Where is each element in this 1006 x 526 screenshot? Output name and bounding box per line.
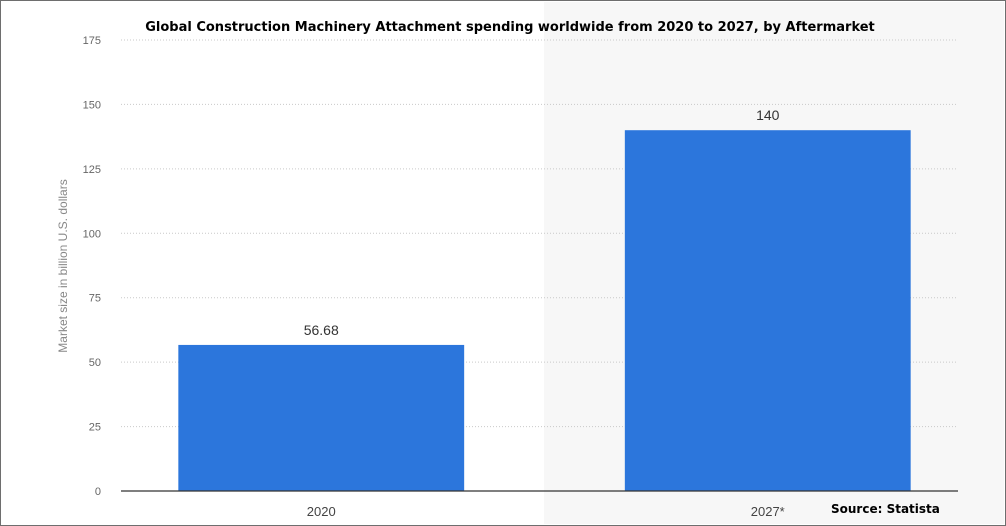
y-tick-label: 75 [89, 293, 101, 305]
data-label: 56.68 [304, 322, 339, 338]
y-tick-label: 150 [83, 99, 101, 111]
x-tick-label: 2027* [751, 504, 785, 519]
y-tick-label: 0 [95, 486, 101, 498]
chart-title: Global Construction Machinery Attachment… [145, 20, 875, 35]
y-axis-title: Market size in billion U.S. dollars [56, 179, 70, 352]
y-axis-ticks: 0 25 50 75 100 125 150 175 [83, 35, 101, 498]
bars [178, 130, 911, 491]
x-axis-labels: 2020 2027* [307, 504, 785, 519]
y-tick-label: 50 [89, 357, 101, 369]
bar-2020 [178, 344, 465, 491]
y-tick-label: 25 [89, 422, 101, 434]
x-tick-label: 2020 [307, 504, 336, 519]
y-tick-label: 125 [83, 164, 101, 176]
data-label: 140 [756, 107, 780, 123]
y-tick-label: 100 [83, 228, 101, 240]
y-tick-label: 175 [83, 35, 101, 47]
bar-2027 [624, 130, 911, 491]
data-labels: 56.68 140 [304, 107, 780, 338]
source-note: Source: Statista [831, 502, 940, 516]
